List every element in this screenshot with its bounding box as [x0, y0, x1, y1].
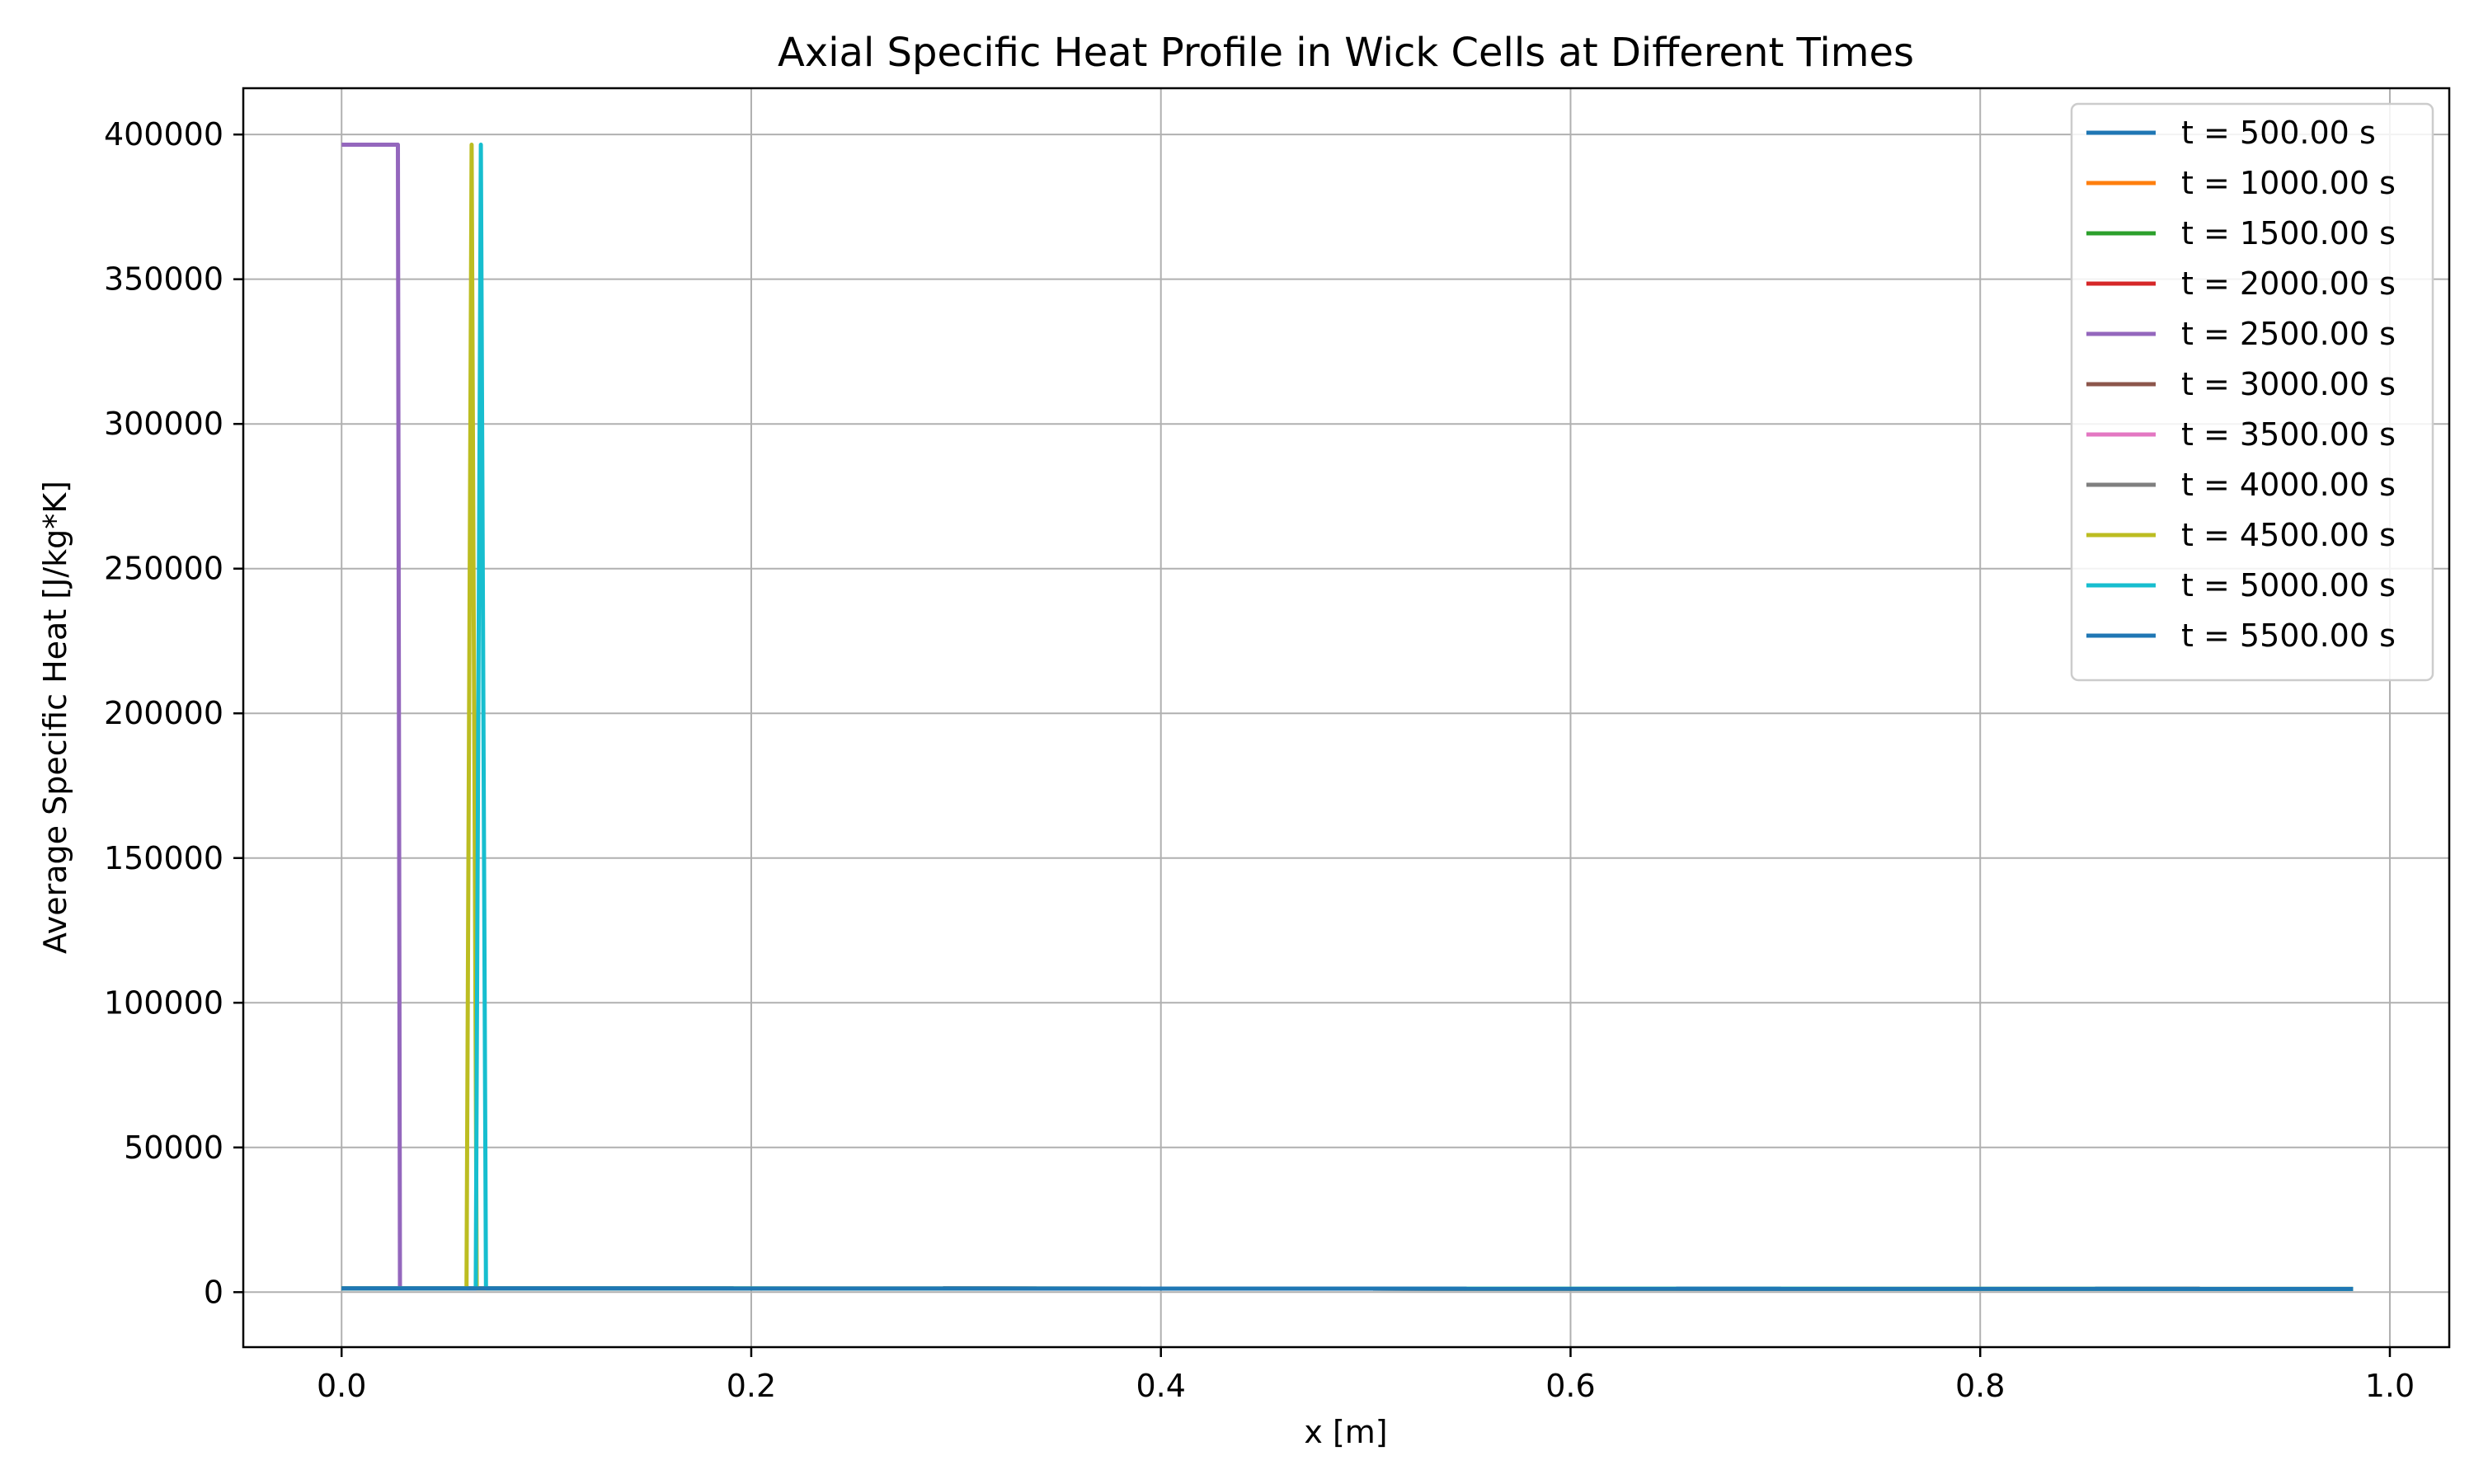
tick-layer: 0.0 0.2 0.4 0.6 0.8 1.0 0 50000 100000 150000 2000… [104, 116, 2415, 1404]
legend-box [2070, 102, 2434, 682]
x-tick-label: 0.2 [727, 1368, 776, 1404]
y-tick-label: 350000 [104, 261, 223, 298]
y-tick-label: 150000 [104, 840, 223, 876]
legend-label: t = 4000.00 s [2181, 467, 2396, 503]
legend: t = 500.00 s t = 1000.00 s t = 1500.00 s t … [2070, 102, 2434, 682]
y-tick-label: 200000 [104, 695, 223, 731]
legend-label: t = 1000.00 s [2181, 165, 2396, 201]
legend-label: t = 5000.00 s [2181, 567, 2396, 603]
x-tick-label: 0.8 [1955, 1368, 2005, 1404]
legend-label: t = 5500.00 s [2181, 618, 2396, 654]
y-tick-label: 0 [204, 1274, 223, 1310]
legend-label: t = 3500.00 s [2181, 416, 2396, 453]
legend-label: t = 3000.00 s [2181, 366, 2396, 402]
legend-label: t = 4500.00 s [2181, 517, 2396, 553]
x-tick-label: 1.0 [2365, 1368, 2415, 1404]
legend-label: t = 2000.00 s [2181, 265, 2396, 302]
x-tick-label: 0.0 [317, 1368, 366, 1404]
legend-label: t = 1500.00 s [2181, 215, 2396, 251]
legend-label: t = 2500.00 s [2181, 316, 2396, 352]
y-tick-label: 50000 [124, 1129, 223, 1166]
y-tick-label: 300000 [104, 406, 223, 442]
x-tick-label: 0.6 [1545, 1368, 1595, 1404]
legend-label: t = 500.00 s [2181, 115, 2376, 151]
chart-title: Axial Specific Heat Profile in Wick Cell… [778, 30, 1914, 76]
series-layer [341, 143, 2354, 1291]
y-tick-label: 250000 [104, 551, 223, 587]
y-axis-label: Average Specific Heat [J/kg*K] [37, 481, 73, 954]
y-tick-label: 400000 [104, 116, 223, 153]
y-tick-label: 100000 [104, 984, 223, 1021]
x-axis-label: x [m] [1304, 1414, 1387, 1450]
grid-layer [243, 88, 2449, 1347]
x-tick-label: 0.4 [1136, 1368, 1186, 1404]
plot-frame [242, 87, 2451, 1349]
